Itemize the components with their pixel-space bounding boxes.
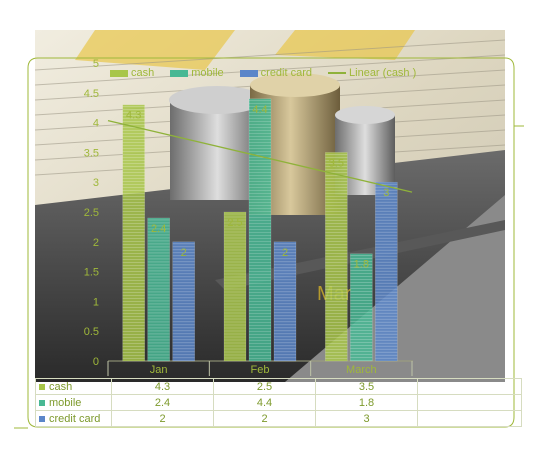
y-tick-label: 0 <box>93 356 99 368</box>
table-row-label-credit-card: credit card <box>36 411 112 427</box>
bar-credit-card[interactable] <box>173 242 195 361</box>
legend: cash mobile credit card Linear (cash ) <box>110 66 416 80</box>
y-tick-label: 4.5 <box>84 88 99 100</box>
table-cell-empty <box>418 411 522 427</box>
table-key-cash <box>39 384 45 390</box>
y-tick-label: 4 <box>93 118 99 130</box>
bar-cash[interactable] <box>224 212 246 361</box>
bar-cash[interactable] <box>325 152 347 361</box>
table-cell: 3 <box>316 411 418 427</box>
table-cell: 2.5 <box>214 379 316 395</box>
data-label: 4.3 <box>126 110 141 122</box>
legend-swatch-credit-card <box>240 70 258 77</box>
data-label: 2 <box>181 247 187 259</box>
table-row-mobile: mobile 2.4 4.4 1.8 <box>36 395 522 411</box>
legend-label-credit-card: credit card <box>261 67 312 79</box>
table-row-label-mobile: mobile <box>36 395 112 411</box>
x-tick-label: Jan <box>150 364 168 376</box>
table-cell: 1.8 <box>316 395 418 411</box>
y-tick-label: 1.5 <box>84 267 99 279</box>
x-tick-label: Feb <box>251 364 270 376</box>
data-label: 1.8 <box>354 259 369 271</box>
data-label: 2 <box>282 247 288 259</box>
table-cell-empty <box>418 395 522 411</box>
table-cell: 2.4 <box>112 395 214 411</box>
y-tick-label: 5 <box>93 58 99 70</box>
legend-item-credit-card[interactable]: credit card <box>240 67 312 79</box>
legend-swatch-mobile <box>170 70 188 77</box>
y-tick-label: 3.5 <box>84 147 99 159</box>
table-row-credit-card: credit card 2 2 3 <box>36 411 522 427</box>
y-tick-label: 2.5 <box>84 207 99 219</box>
legend-label-mobile: mobile <box>191 67 223 79</box>
table-cell-empty <box>418 379 522 395</box>
legend-item-linear[interactable]: Linear (cash ) <box>328 67 416 79</box>
legend-label-cash: cash <box>131 67 154 79</box>
table-cell: 2 <box>112 411 214 427</box>
data-table: cash 4.3 2.5 3.5 mobile 2.4 4.4 1.8 cred… <box>35 378 522 427</box>
table-cell: 3.5 <box>316 379 418 395</box>
x-tick-label: March <box>346 364 377 376</box>
data-label: 2.4 <box>151 223 166 235</box>
legend-item-cash[interactable]: cash <box>110 67 154 79</box>
bar-mobile[interactable] <box>148 218 170 361</box>
legend-item-mobile[interactable]: mobile <box>170 67 223 79</box>
y-tick-label: 0.5 <box>84 326 99 338</box>
table-row-label-cash: cash <box>36 379 112 395</box>
y-tick-label: 3 <box>93 177 99 189</box>
table-key-credit-card <box>39 416 45 422</box>
y-tick-label: 1 <box>93 296 99 308</box>
legend-swatch-cash <box>110 70 128 77</box>
data-label: 3 <box>383 187 389 199</box>
data-label: 2.5 <box>227 217 242 229</box>
table-row-cash: cash 4.3 2.5 3.5 <box>36 379 522 395</box>
x-axis: Jan Feb March <box>108 361 412 376</box>
data-label: 4.4 <box>252 104 267 116</box>
y-axis: 0 0.5 1 1.5 2 2.5 3 3.5 4 4.5 5 <box>84 58 99 368</box>
legend-label-linear: Linear (cash ) <box>349 67 416 79</box>
table-cell: 2 <box>214 411 316 427</box>
table-cell: 4.3 <box>112 379 214 395</box>
table-cell: 4.4 <box>214 395 316 411</box>
data-label: 3.5 <box>329 157 344 169</box>
bar-credit-card[interactable] <box>274 242 296 361</box>
table-key-mobile <box>39 400 45 406</box>
y-tick-label: 2 <box>93 237 99 249</box>
legend-swatch-linear <box>328 72 346 74</box>
